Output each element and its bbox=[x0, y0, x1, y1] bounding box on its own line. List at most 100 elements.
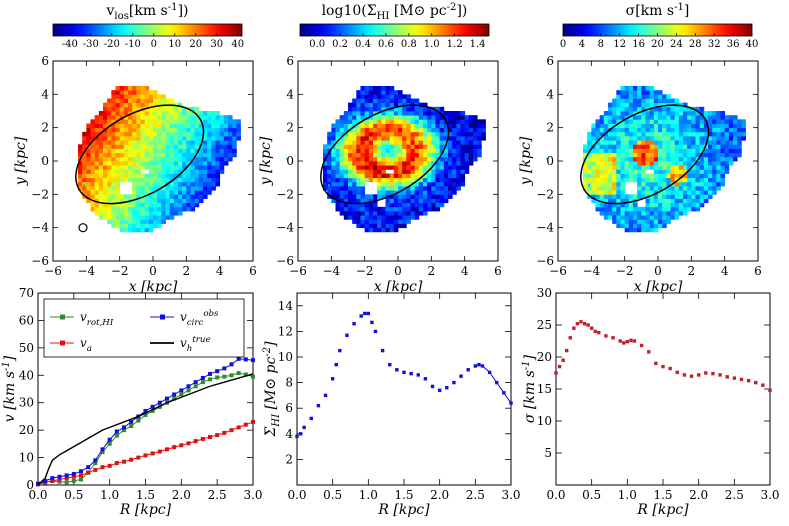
dispersion-map-ylabel: y [kpc] bbox=[518, 136, 534, 186]
rotation-curve-series-v-circ-obs-point bbox=[129, 419, 134, 424]
rotation-curve-series-v-circ-obs-point bbox=[165, 396, 169, 401]
rotation-curve-series-v-circ-obs-point bbox=[208, 371, 212, 376]
dispersion-map-colorbar-tick-label: 20 bbox=[651, 39, 664, 50]
dispersion-profile-x-tick-label: 3.0 bbox=[760, 488, 779, 502]
surface-density-map-colorbar-tick-label: 1.2 bbox=[447, 39, 463, 50]
rotation-curve-x-tick-label: 2.5 bbox=[208, 488, 227, 502]
dispersion-map-y-tick-label: −2 bbox=[536, 187, 554, 201]
surface-density-map-colorbar-tick-label: 0.0 bbox=[309, 39, 325, 50]
dispersion-profile-x-tick-label: 0.0 bbox=[546, 488, 565, 502]
dispersion-profile-series---point bbox=[725, 375, 729, 379]
rotation-curve-series-v-rot-hi-point bbox=[172, 396, 177, 401]
dispersion-profile-series---point bbox=[625, 339, 630, 344]
dispersion-profile-series---point bbox=[561, 358, 565, 362]
beam-circle bbox=[78, 223, 88, 233]
rotation-curve-series-v-rot-hi-point bbox=[57, 479, 62, 484]
velocity-map-colorbar-tick-label: 0 bbox=[151, 39, 157, 50]
dispersion-profile-series---point bbox=[554, 371, 558, 375]
rotation-curve-series-v-a-point bbox=[186, 441, 191, 446]
rotation-curve-x-tick-label: 1.5 bbox=[136, 488, 155, 502]
dispersion-profile-y-tick-label: 30 bbox=[537, 286, 552, 300]
rotation-curve-series-v-circ-obs-point bbox=[50, 476, 55, 481]
rotation-curve-y-tick-label: 70 bbox=[19, 286, 34, 300]
rotation-curve-series-v-rot-hi-point bbox=[64, 480, 69, 485]
dispersion-profile-x-tick-label: 1.5 bbox=[653, 488, 672, 502]
surface-density-profile-y-tick-label: 6 bbox=[285, 401, 293, 415]
rotation-curve-series-v-circ-obs-point bbox=[251, 358, 255, 363]
dispersion-map-colorbar-tick-label: 24 bbox=[670, 39, 683, 50]
dispersion-map-x-tick-label: 0 bbox=[654, 264, 662, 278]
rotation-curve-series-v-circ-obs-point bbox=[222, 366, 227, 371]
dispersion-profile-series---point bbox=[568, 336, 572, 340]
surface-density-profile-y-tick-label: 14 bbox=[278, 299, 294, 313]
rotation-curve-series-v-rot-hi-point bbox=[208, 377, 212, 382]
rotation-curve-series-v-a-point bbox=[64, 476, 69, 481]
surface-density-profile-x-tick-label: 2.0 bbox=[430, 488, 449, 502]
dispersion-map-x-tick-label: 4 bbox=[721, 264, 729, 278]
dispersion-map-colorbar-tick-label: 36 bbox=[727, 39, 740, 50]
dispersion-profile-series---point bbox=[761, 383, 765, 387]
surface-density-profile-y-tick-label: 4 bbox=[285, 427, 293, 441]
surface-density-map-ylabel: y [kpc] bbox=[258, 136, 274, 186]
surface-density-profile-series--hi-point bbox=[437, 388, 442, 392]
dispersion-profile-frame bbox=[555, 292, 771, 486]
rotation-curve-series-v-rot-hi-point bbox=[79, 477, 83, 482]
dispersion-profile-series---point bbox=[604, 334, 608, 338]
velocity-map-x-tick-label: 6 bbox=[249, 264, 257, 278]
rotation-curve-series-v-a-point bbox=[71, 474, 76, 479]
rotation-curve-y-tick-label: 10 bbox=[19, 451, 34, 465]
rotation-curve-series-v-a-point bbox=[229, 428, 234, 433]
surface-density-map-y-tick-label: 6 bbox=[286, 54, 294, 68]
rotation-curve-series-v-rot-hi-point bbox=[100, 450, 105, 455]
surface-density-profile-series--hi-point bbox=[402, 370, 406, 375]
surface-density-map-y-tick-label: 0 bbox=[286, 154, 294, 168]
surface-density-profile-series--hi-point bbox=[370, 320, 374, 325]
surface-density-profile-series--hi-point bbox=[363, 311, 367, 316]
dispersion-profile-ylabel-group: σ [km s-1] bbox=[521, 354, 538, 423]
surface-density-profile-series--hi-point bbox=[345, 333, 349, 337]
rotation-curve-series-v-circ-obs-point bbox=[172, 392, 177, 397]
surface-density-profile-series--hi-point bbox=[473, 364, 478, 368]
legend-label: vrot,HI bbox=[80, 310, 114, 328]
rotation-curve-xlabel: R [kpc] bbox=[119, 502, 172, 518]
dispersion-profile-series---point bbox=[629, 338, 633, 343]
rotation-curve-series-v-a-point bbox=[179, 443, 184, 448]
surface-density-profile-y-tick-label: 8 bbox=[285, 376, 293, 390]
velocity-map-colorbar-title: vlos[km s-1]) bbox=[105, 2, 188, 22]
velocity-map-y-tick-label: 0 bbox=[41, 154, 49, 168]
rotation-curve-series-v-rot-hi-point bbox=[200, 380, 205, 385]
surface-density-profile-series--hi-point bbox=[338, 348, 342, 353]
dispersion-profile-y-tick-label: 15 bbox=[537, 382, 552, 396]
dispersion-map-y-tick-label: −4 bbox=[536, 221, 554, 235]
dispersion-profile-series---point bbox=[654, 361, 658, 366]
surface-density-profile-x-tick-label: 0.0 bbox=[287, 488, 306, 502]
dispersion-profile-series---point bbox=[711, 371, 715, 376]
rotation-curve-series-v-rot-hi-point bbox=[193, 384, 198, 389]
rotation-curve-series-v-circ-obs-point bbox=[215, 369, 220, 374]
dispersion-map-colorbar-tick-label: 8 bbox=[598, 39, 604, 50]
rotation-curve-series-v-rot-hi-point bbox=[107, 441, 112, 446]
rotation-curve-series-v-circ-obs-point bbox=[79, 469, 83, 474]
dispersion-profile-series---point bbox=[575, 322, 580, 326]
surface-density-profile-series--hi-point bbox=[445, 386, 449, 390]
rotation-curve-series-v-a-point bbox=[150, 451, 155, 456]
velocity-map-colorbar bbox=[52, 23, 243, 37]
rotation-curve-series-v-circ-obs-point bbox=[157, 400, 162, 405]
dispersion-profile-series---point bbox=[704, 371, 708, 375]
rotation-curve-series-v-rot-hi-point bbox=[93, 461, 98, 466]
velocity-map-x-tick-label: −2 bbox=[111, 264, 129, 278]
rotation-curve-series-v-h-true bbox=[37, 373, 254, 486]
surface-density-profile-x-tick-label: 2.5 bbox=[466, 488, 485, 502]
surface-density-map-x-tick-label: −4 bbox=[322, 264, 340, 278]
rotation-curve-series-v-circ-obs-point bbox=[100, 447, 105, 452]
surface-density-map-colorbar-tick-label: 1.4 bbox=[470, 39, 486, 50]
rotation-curve-series-v-circ-obs-point bbox=[200, 376, 205, 381]
dispersion-profile-series---point bbox=[579, 320, 583, 324]
rotation-curve-panel: 0.0 0.5 1.0 1.5 2.0 2.5 3.0 0 10 20 30 40 50 60 70 R [k… bbox=[1, 286, 263, 518]
rotation-curve-ylabel-group: v [km s-1] bbox=[1, 355, 18, 422]
rotation-curve-series-v-circ-obs-point bbox=[93, 458, 98, 463]
dispersion-profile-series---point bbox=[746, 378, 751, 383]
dispersion-profile-series---point bbox=[739, 377, 744, 382]
surface-density-profile-series--hi-point bbox=[323, 393, 328, 398]
surface-density-profile-series--hi-point bbox=[388, 362, 392, 367]
